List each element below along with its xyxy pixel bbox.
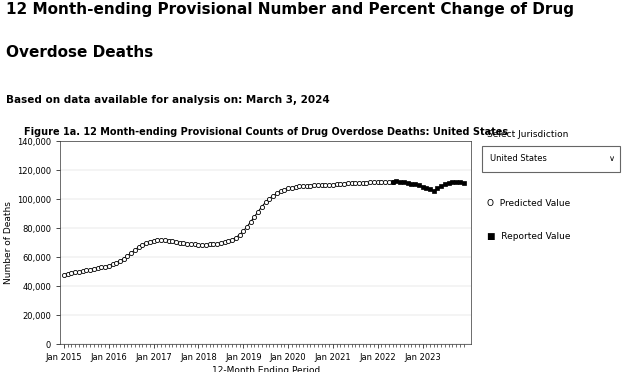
Text: United States: United States xyxy=(490,154,547,163)
Text: O  Predicted Value: O Predicted Value xyxy=(487,199,570,208)
Text: Based on data available for analysis on: March 3, 2024: Based on data available for analysis on:… xyxy=(6,95,330,105)
Text: Overdose Deaths: Overdose Deaths xyxy=(6,45,153,60)
Text: Select Jurisdiction: Select Jurisdiction xyxy=(487,130,568,139)
Text: ∨: ∨ xyxy=(609,154,615,163)
Y-axis label: Number of Deaths: Number of Deaths xyxy=(4,201,13,284)
Text: ■  Reported Value: ■ Reported Value xyxy=(487,232,570,241)
Text: 12 Month-ending Provisional Number and Percent Change of Drug: 12 Month-ending Provisional Number and P… xyxy=(6,2,574,17)
FancyBboxPatch shape xyxy=(482,145,620,172)
Text: Figure 1a. 12 Month-ending Provisional Counts of Drug Overdose Deaths: United St: Figure 1a. 12 Month-ending Provisional C… xyxy=(23,128,508,137)
X-axis label: 12-Month Ending Period: 12-Month Ending Period xyxy=(212,366,320,372)
